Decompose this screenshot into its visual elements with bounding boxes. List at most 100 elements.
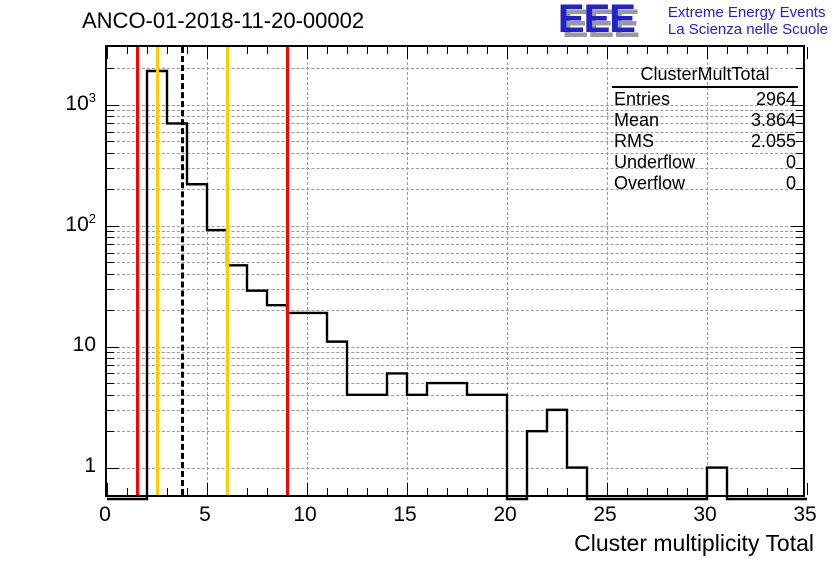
y-axis-tick-right-minor — [796, 116, 803, 118]
x-axis-tick-minor — [667, 488, 668, 495]
grid-line-horizontal — [107, 352, 803, 354]
red-line-low — [136, 47, 139, 495]
y-axis-tick-minor — [107, 262, 114, 264]
x-axis-tick-label: 30 — [693, 503, 717, 526]
y-axis-tick-minor — [107, 231, 114, 233]
x-axis-tick-minor — [467, 488, 468, 495]
y-axis-tick-right-minor — [796, 237, 803, 239]
x-axis-tick-top-minor — [427, 47, 428, 54]
x-axis-tick-top-minor — [647, 47, 648, 54]
x-axis-tick-major — [307, 483, 308, 495]
stats-rows: Entries 2964 Mean 3.864 RMS 2.055 Underflow 0 Ov… — [612, 89, 798, 194]
x-axis-tick-minor — [387, 488, 388, 495]
x-axis-tick-minor — [647, 488, 648, 495]
x-axis-tick-top-minor — [167, 47, 168, 54]
grid-line-horizontal — [107, 189, 803, 191]
y-axis-tick-label: 10 — [72, 332, 96, 356]
y-axis-tick-minor — [107, 116, 114, 118]
x-axis-tick-top-minor — [587, 47, 588, 54]
grid-line-horizontal — [107, 394, 803, 396]
y-axis-tick-minor — [107, 167, 114, 169]
grid-line-horizontal — [107, 346, 803, 348]
x-axis-tick-major — [607, 483, 608, 495]
y-axis-tick-right-minor — [796, 189, 803, 191]
x-axis-tick-major — [407, 483, 408, 495]
x-axis-tick-major — [807, 483, 808, 495]
stats-row: Entries 2964 — [612, 89, 798, 110]
y-axis-tick-right-minor — [796, 273, 803, 275]
x-axis-tick-top-minor — [727, 47, 728, 54]
grid-line-horizontal — [107, 310, 803, 312]
stats-row: Underflow 0 — [612, 152, 798, 173]
stats-row: RMS 2.055 — [612, 131, 798, 152]
x-axis-tick-minor — [687, 488, 688, 495]
grid-line-horizontal — [107, 262, 803, 264]
x-axis-tick-top-minor — [467, 47, 468, 54]
x-axis-tick-label: 5 — [199, 503, 211, 526]
y-axis-tick-right-minor — [796, 383, 803, 385]
plot-frame — [105, 45, 808, 501]
grid-line-horizontal — [107, 68, 803, 70]
eee-logo-line2: La Scienza nelle Scuole — [667, 21, 828, 38]
y-axis-tick-minor — [107, 131, 114, 133]
grid-line-vertical — [407, 47, 408, 495]
x-axis-tick-top-minor — [627, 47, 628, 54]
x-axis-tick-minor — [367, 488, 368, 495]
y-axis-tick-minor — [107, 237, 114, 239]
y-axis-tick-right-minor — [796, 431, 803, 433]
y-axis-tick-minor — [107, 288, 114, 290]
x-axis-tick-top-major — [407, 47, 408, 59]
grid-line-horizontal — [107, 116, 803, 118]
x-axis-tick-top-major — [607, 47, 608, 59]
stats-row: Overflow 0 — [612, 173, 798, 194]
y-axis-tick-minor — [107, 152, 114, 154]
y-axis-tick-minor — [107, 383, 114, 385]
grid-line-horizontal — [107, 273, 803, 275]
x-axis-tick-label: 35 — [793, 503, 817, 526]
y-axis-tick-right-minor — [796, 152, 803, 154]
x-axis-tick-top-major — [307, 47, 308, 59]
y-axis-tick-minor — [107, 110, 114, 112]
x-axis-tick-label: 10 — [293, 503, 317, 526]
y-axis-tick-minor — [107, 123, 114, 125]
red-line-high — [286, 47, 289, 495]
y-axis-tick-minor — [107, 373, 114, 375]
x-axis-tick-top-major — [207, 47, 208, 59]
y-axis-tick-right-minor — [796, 365, 803, 367]
y-axis-tick-right-minor — [796, 68, 803, 70]
histogram — [107, 69, 807, 501]
stats-row-value: 2964 — [755, 89, 796, 109]
grid-line-horizontal — [107, 123, 803, 125]
x-axis-tick-top-minor — [347, 47, 348, 54]
y-axis-tick-minor — [107, 252, 114, 254]
x-axis-tick-label: 15 — [393, 503, 417, 526]
x-axis-tick-minor — [747, 488, 748, 495]
y-axis-tick-right-minor — [796, 373, 803, 375]
stats-row-value: 0 — [785, 152, 796, 172]
grid-line-horizontal — [107, 288, 803, 290]
grid-line-horizontal — [107, 365, 803, 367]
x-axis-tick-top-major — [507, 47, 508, 59]
grid-line-horizontal — [107, 252, 803, 254]
x-axis-tick-minor — [547, 488, 548, 495]
eee-monogram-icon: EEE EEE — [558, 0, 662, 44]
y-axis-tick-right-minor — [796, 310, 803, 312]
y-axis-tick-minor — [107, 352, 114, 354]
y-axis-tick-major — [107, 346, 119, 348]
x-axis-tick-minor — [267, 488, 268, 495]
x-axis-tick-minor — [447, 488, 448, 495]
x-axis-tick-top-major — [107, 47, 108, 59]
stats-row: Mean 3.864 — [612, 110, 798, 131]
x-axis-tick-minor — [327, 488, 328, 495]
x-axis-tick-major — [207, 483, 208, 495]
y-axis-tick-major — [107, 104, 119, 106]
grid-line-horizontal — [107, 225, 803, 227]
y-axis-tick-label: 1 — [84, 453, 96, 477]
x-axis-tick-top-minor — [247, 47, 248, 54]
stats-row-value: 0 — [785, 173, 796, 193]
y-axis-tick-minor — [107, 68, 114, 70]
x-axis-tick-label: 25 — [593, 503, 617, 526]
x-axis-tick-minor — [487, 488, 488, 495]
y-axis-tick-major — [107, 225, 119, 227]
y-axis-tick-label: 102 — [65, 210, 96, 236]
